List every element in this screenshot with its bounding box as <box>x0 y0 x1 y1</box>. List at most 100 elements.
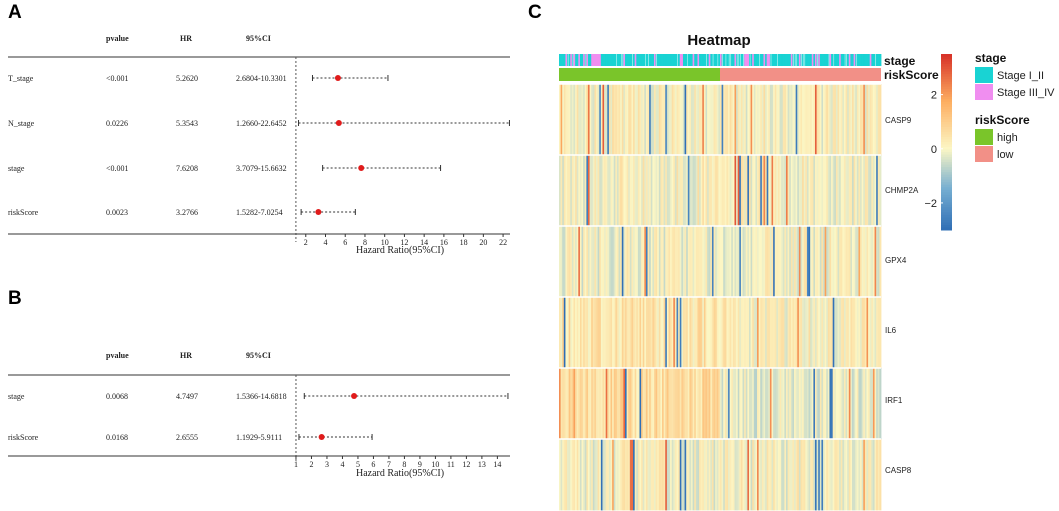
heatmap-cell <box>628 297 631 369</box>
stage-annotation-cell <box>829 54 832 66</box>
stage-annotation-cell <box>599 54 602 66</box>
heatmap-cell <box>597 368 600 440</box>
stage-annotation-cell <box>674 54 677 66</box>
heatmap-cell <box>777 439 780 511</box>
stage-annotation-cell <box>623 54 626 66</box>
heatmap-cell <box>596 439 599 511</box>
heatmap-cell <box>819 297 822 369</box>
heatmap-cell <box>702 297 705 369</box>
stage-annotation-cell <box>835 54 838 66</box>
heatmap-cell <box>562 297 565 369</box>
heatmap-cell <box>765 297 768 369</box>
heatmap-cell <box>739 155 742 227</box>
heatmap-cell <box>794 84 797 156</box>
heatmap-cell <box>663 155 666 227</box>
x-tick-label: 6 <box>371 460 375 469</box>
heatmap-cell <box>697 226 700 298</box>
heatmap-cell <box>576 226 579 298</box>
x-tick-label: 5 <box>356 460 360 469</box>
heatmap-cell <box>623 226 626 298</box>
stage-annotation-cell <box>639 54 642 66</box>
heatmap-cell <box>866 226 869 298</box>
heatmap-cell <box>645 155 648 227</box>
heatmap-cell <box>650 297 653 369</box>
heatmap-cell <box>721 439 724 511</box>
heatmap-cell <box>592 226 595 298</box>
heatmap-cell <box>781 439 784 511</box>
heatmap-cell <box>808 84 811 156</box>
x-tick-label: 13 <box>478 460 486 469</box>
heatmap-cell <box>871 226 874 298</box>
heatmap-cell <box>827 439 830 511</box>
stage-annotation-cell <box>858 54 861 66</box>
heatmap-cell <box>732 84 735 156</box>
color-scale-segment <box>941 121 952 125</box>
heatmap-cell <box>832 439 835 511</box>
heatmap-cell <box>879 439 882 511</box>
heatmap-cell <box>616 226 619 298</box>
heatmap-cell <box>773 297 776 369</box>
column-header-hr: HR <box>180 34 192 43</box>
heatmap-cell <box>768 297 771 369</box>
heatmap-cell <box>563 368 566 440</box>
heatmap-cell <box>631 226 634 298</box>
hr-point <box>351 393 358 399</box>
heatmap-cell <box>763 368 766 440</box>
heatmap-cell <box>761 297 764 369</box>
heatmap-cell <box>806 84 809 156</box>
heatmap-cell <box>642 155 645 227</box>
heatmap-cell <box>697 439 700 511</box>
heatmap-cell <box>832 368 835 440</box>
heatmap-cell <box>776 155 779 227</box>
heatmap-cell <box>734 84 737 156</box>
heatmap-cell <box>710 155 713 227</box>
heatmap-cell <box>879 368 882 440</box>
stage-annotation-cell <box>731 54 734 66</box>
heatmap-cell <box>666 368 669 440</box>
heatmap-cell <box>578 439 581 511</box>
heatmap-cell <box>734 226 737 298</box>
heatmap-cell <box>843 439 846 511</box>
row-pvalue: 0.0168 <box>106 433 128 442</box>
heatmap-cell <box>650 84 653 156</box>
heatmap-cell <box>581 84 584 156</box>
stage-annotation-cell <box>641 54 644 66</box>
x-tick-label: 10 <box>381 238 389 247</box>
heatmap-cell <box>562 439 565 511</box>
heatmap-cell <box>782 226 785 298</box>
heatmap-cell <box>753 368 756 440</box>
heatmap-cell <box>731 297 734 369</box>
heatmap-cell <box>720 439 723 511</box>
stage-annotation-divider <box>828 54 830 66</box>
heatmap-cell <box>874 297 877 369</box>
stage-annotation-cell <box>710 54 713 66</box>
heatmap-cell <box>678 297 681 369</box>
heatmap-cell <box>634 84 637 156</box>
heatmap-cell <box>567 84 570 156</box>
heatmap-cell <box>752 155 755 227</box>
heatmap-cell <box>723 368 726 440</box>
heatmap-cell <box>583 226 586 298</box>
heatmap-cell <box>823 297 826 369</box>
color-scale-segment <box>941 154 952 158</box>
stage-annotation-cell <box>658 54 661 66</box>
heatmap-cell <box>571 84 574 156</box>
heatmap-cell <box>747 439 750 511</box>
heatmap-cell <box>565 439 568 511</box>
heatmap-cell <box>773 155 776 227</box>
x-tick-label: 2 <box>309 460 313 469</box>
heatmap-cell <box>681 368 684 440</box>
stage-annotation-cell <box>761 54 764 66</box>
stage-annotation-cell <box>671 54 674 66</box>
stage-annotation-divider <box>616 54 617 66</box>
stage-annotation-divider <box>632 54 633 66</box>
stage-annotation-divider <box>712 54 714 66</box>
stage-annotation-cell <box>852 54 855 66</box>
hr-point <box>358 165 365 171</box>
heatmap-cell <box>687 297 690 369</box>
heatmap-cell <box>739 84 742 156</box>
heatmap-cell <box>665 226 668 298</box>
stage-annotation-cell <box>645 54 648 66</box>
heatmap-cell <box>641 84 644 156</box>
